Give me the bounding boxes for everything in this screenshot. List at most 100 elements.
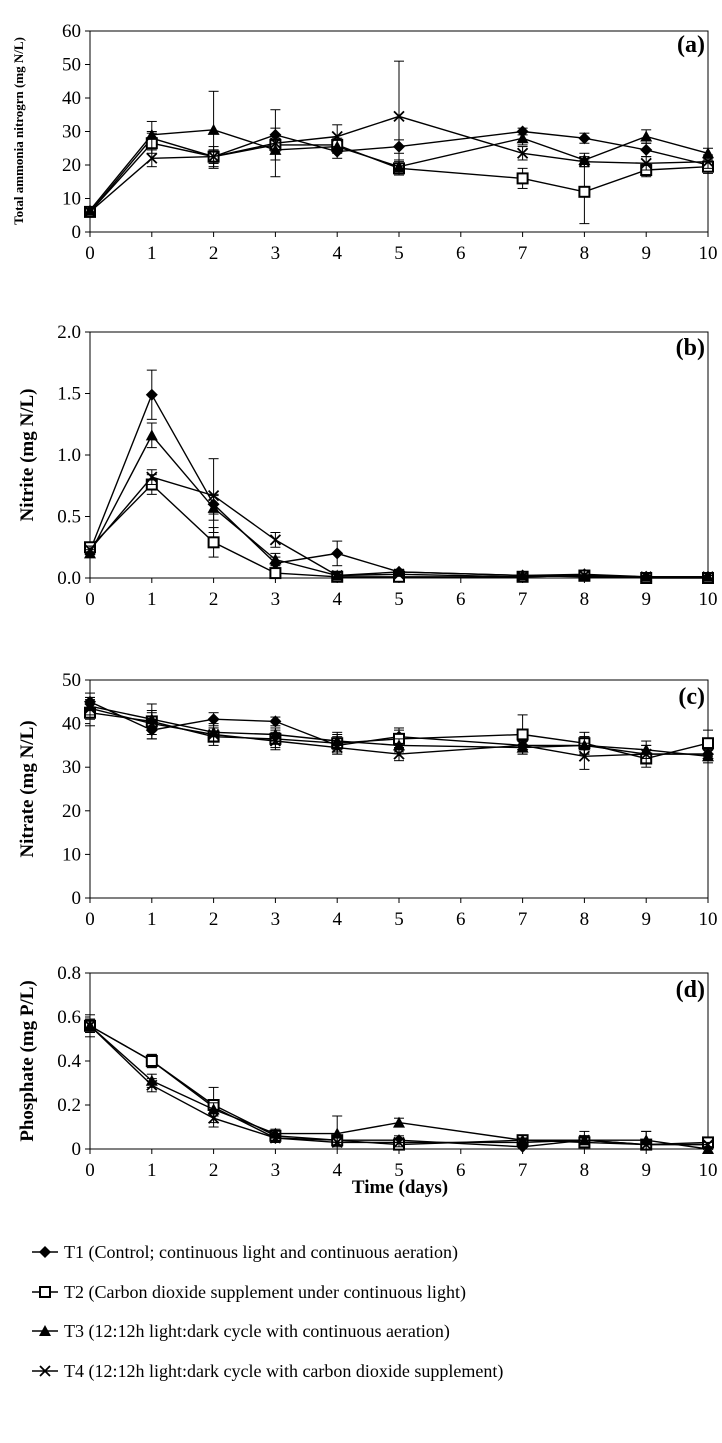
series-t4 bbox=[84, 1018, 714, 1151]
data-point-t4 bbox=[269, 534, 282, 546]
y-axis-label: Nitrite (mg N/L) bbox=[17, 389, 38, 522]
y-axis-label: Phosphate (mg P/L) bbox=[17, 980, 38, 1142]
y-tick-label: 1.5 bbox=[57, 384, 81, 405]
data-point-t4 bbox=[393, 1136, 405, 1149]
legend-marker-cross bbox=[39, 1365, 51, 1377]
y-tick-label: 60 bbox=[62, 21, 81, 42]
panel-tag: (d) bbox=[676, 977, 705, 1003]
data-point-t2 bbox=[145, 1055, 158, 1067]
y-tick-label: 30 bbox=[62, 122, 81, 143]
x-tick-label: 9 bbox=[641, 589, 651, 610]
data-point-t4 bbox=[84, 1020, 96, 1032]
panel-tag: (a) bbox=[677, 32, 705, 58]
data-point-t2 bbox=[702, 737, 714, 750]
data-point-t3 bbox=[269, 553, 282, 565]
x-tick-label: 5 bbox=[394, 909, 404, 930]
x-tick-label: 10 bbox=[699, 1160, 718, 1181]
data-point-t4 bbox=[207, 728, 220, 741]
series-t1 bbox=[84, 369, 714, 583]
series-t3 bbox=[84, 1014, 714, 1154]
y-tick-label: 50 bbox=[62, 55, 81, 76]
data-point-t4 bbox=[269, 137, 282, 149]
data-point-t4 bbox=[84, 544, 96, 556]
data-point-t4 bbox=[640, 157, 652, 169]
legend: T1 (Control; continuous light and contin… bbox=[32, 1242, 503, 1382]
y-tick-label: 30 bbox=[62, 757, 81, 778]
data-point-t2 bbox=[516, 172, 529, 185]
legend-item: T2 (Carbon dioxide supplement under cont… bbox=[32, 1282, 466, 1303]
series-t4 bbox=[84, 458, 714, 583]
y-tick-label: 0 bbox=[72, 222, 82, 243]
y-tick-label: 1.0 bbox=[57, 445, 81, 466]
data-point-t4 bbox=[84, 206, 96, 218]
x-tick-label: 5 bbox=[394, 589, 404, 610]
legend-item: T1 (Control; continuous light and contin… bbox=[32, 1242, 458, 1263]
legend-label: T2 (Carbon dioxide supplement under cont… bbox=[64, 1282, 466, 1303]
x-tick-label: 7 bbox=[518, 589, 528, 610]
data-point-t1 bbox=[269, 715, 282, 728]
data-point-t4 bbox=[393, 110, 405, 123]
plot-frame bbox=[89, 679, 709, 899]
data-point-t3 bbox=[393, 1116, 405, 1128]
y-tick-label: 40 bbox=[62, 714, 81, 735]
panel-d: 0 0.2 0.4 0.6 0.8 0 1 2 3 4 5 6 7 8 9 10 Phosphate (mg P… bbox=[17, 963, 718, 1181]
series-t4 bbox=[84, 60, 714, 218]
data-point-t3 bbox=[702, 147, 714, 159]
data-point-t4 bbox=[702, 156, 714, 168]
x-tick-label: 5 bbox=[394, 243, 404, 264]
y-tick-label: 20 bbox=[62, 155, 81, 176]
x-tick-label: 10 bbox=[699, 909, 718, 930]
legend-label: T4 (12:12h light:dark cycle with carbon … bbox=[64, 1361, 503, 1382]
x-tick-label: 1 bbox=[147, 243, 157, 264]
data-point-t4 bbox=[516, 739, 529, 752]
legend-marker-triangle bbox=[39, 1325, 51, 1336]
x-tick-label: 9 bbox=[641, 243, 651, 264]
panel-tag: (b) bbox=[676, 335, 705, 361]
x-tick-label: 6 bbox=[456, 909, 466, 930]
data-point-t4 bbox=[84, 702, 96, 714]
series-t3 bbox=[84, 90, 714, 216]
x-tick-label: 0 bbox=[85, 243, 95, 264]
x-tick-label: 8 bbox=[580, 909, 590, 930]
y-tick-label: 40 bbox=[62, 88, 81, 109]
y-tick-label: 0 bbox=[72, 888, 82, 909]
legend-marker-diamond bbox=[39, 1246, 51, 1258]
x-tick-label: 2 bbox=[209, 909, 219, 930]
x-tick-label: 6 bbox=[456, 243, 466, 264]
data-point-t2 bbox=[207, 536, 220, 549]
y-tick-label: 0.8 bbox=[57, 963, 81, 984]
data-point-t2 bbox=[269, 567, 282, 580]
legend-label: T1 (Control; continuous light and contin… bbox=[64, 1242, 458, 1263]
y-tick-label: 0.4 bbox=[57, 1051, 81, 1072]
x-tick-label: 5 bbox=[394, 1160, 404, 1181]
data-point-t4 bbox=[393, 568, 405, 580]
data-point-t3 bbox=[516, 132, 529, 144]
data-point-t4 bbox=[393, 748, 405, 760]
legend-item: T4 (12:12h light:dark cycle with carbon … bbox=[32, 1361, 503, 1382]
x-tick-label: 6 bbox=[456, 589, 466, 610]
x-tick-label: 0 bbox=[85, 909, 95, 930]
data-point-t1 bbox=[207, 713, 220, 726]
x-tick-label: 4 bbox=[332, 909, 342, 930]
series-line-t4 bbox=[89, 115, 709, 213]
x-tick-label: 4 bbox=[332, 589, 342, 610]
data-point-t4 bbox=[516, 147, 529, 159]
data-point-t4 bbox=[331, 130, 343, 143]
data-point-t1 bbox=[578, 132, 591, 145]
data-point-t4 bbox=[146, 471, 158, 483]
data-point-t4 bbox=[640, 1138, 652, 1151]
data-point-t4 bbox=[516, 1136, 529, 1149]
data-point-t4 bbox=[146, 1079, 158, 1091]
series-line-t4 bbox=[89, 1025, 708, 1146]
data-point-t3 bbox=[702, 1143, 714, 1154]
data-point-t3 bbox=[145, 128, 158, 140]
data-point-t4 bbox=[578, 1134, 591, 1146]
data-point-t4 bbox=[331, 569, 343, 582]
x-tick-label: 4 bbox=[332, 1160, 342, 1181]
y-tick-label: 50 bbox=[62, 670, 81, 691]
y-tick-label: 10 bbox=[62, 189, 81, 210]
y-tick-label: 0.6 bbox=[57, 1007, 81, 1028]
data-point-t4 bbox=[702, 1138, 714, 1151]
data-point-t4 bbox=[578, 750, 591, 762]
